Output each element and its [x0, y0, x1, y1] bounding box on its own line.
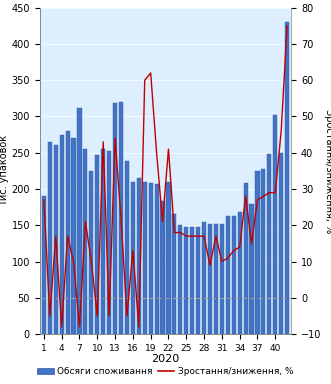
Bar: [250, 204, 254, 334]
Bar: [202, 222, 206, 334]
Bar: [143, 182, 147, 334]
Bar: [60, 135, 64, 334]
Bar: [89, 171, 93, 334]
Bar: [66, 131, 70, 334]
Bar: [220, 224, 224, 334]
Bar: [172, 214, 176, 334]
Y-axis label: Зростання/зниження, %: Зростання/зниження, %: [324, 109, 331, 233]
Bar: [54, 146, 58, 334]
Bar: [279, 153, 283, 334]
Bar: [131, 182, 135, 334]
Bar: [273, 115, 277, 334]
Bar: [256, 171, 260, 334]
Bar: [267, 154, 271, 334]
Y-axis label: Тис. упаковок: Тис. упаковок: [0, 135, 9, 207]
Bar: [244, 183, 248, 334]
Bar: [113, 103, 117, 334]
Bar: [196, 227, 200, 334]
Bar: [208, 224, 212, 334]
Bar: [83, 149, 87, 334]
Bar: [77, 108, 81, 334]
Bar: [95, 155, 99, 334]
Bar: [178, 225, 182, 334]
Bar: [285, 22, 289, 334]
Bar: [149, 183, 153, 334]
Bar: [71, 138, 75, 334]
Bar: [190, 227, 194, 334]
Bar: [226, 216, 230, 334]
Bar: [166, 182, 170, 334]
Bar: [155, 184, 159, 334]
Legend: Обсяги споживання, Зростання/зниження, %: Обсяги споживання, Зростання/зниження, %: [34, 363, 297, 379]
Bar: [184, 227, 188, 334]
Bar: [214, 224, 218, 334]
Bar: [48, 142, 52, 334]
Bar: [137, 178, 141, 334]
Bar: [161, 201, 165, 334]
Bar: [107, 151, 111, 334]
Bar: [119, 102, 123, 334]
Bar: [238, 212, 242, 334]
Bar: [42, 196, 46, 334]
X-axis label: 2020: 2020: [151, 354, 180, 364]
Bar: [261, 169, 265, 334]
Bar: [232, 216, 236, 334]
Bar: [125, 161, 129, 334]
Bar: [101, 149, 105, 334]
